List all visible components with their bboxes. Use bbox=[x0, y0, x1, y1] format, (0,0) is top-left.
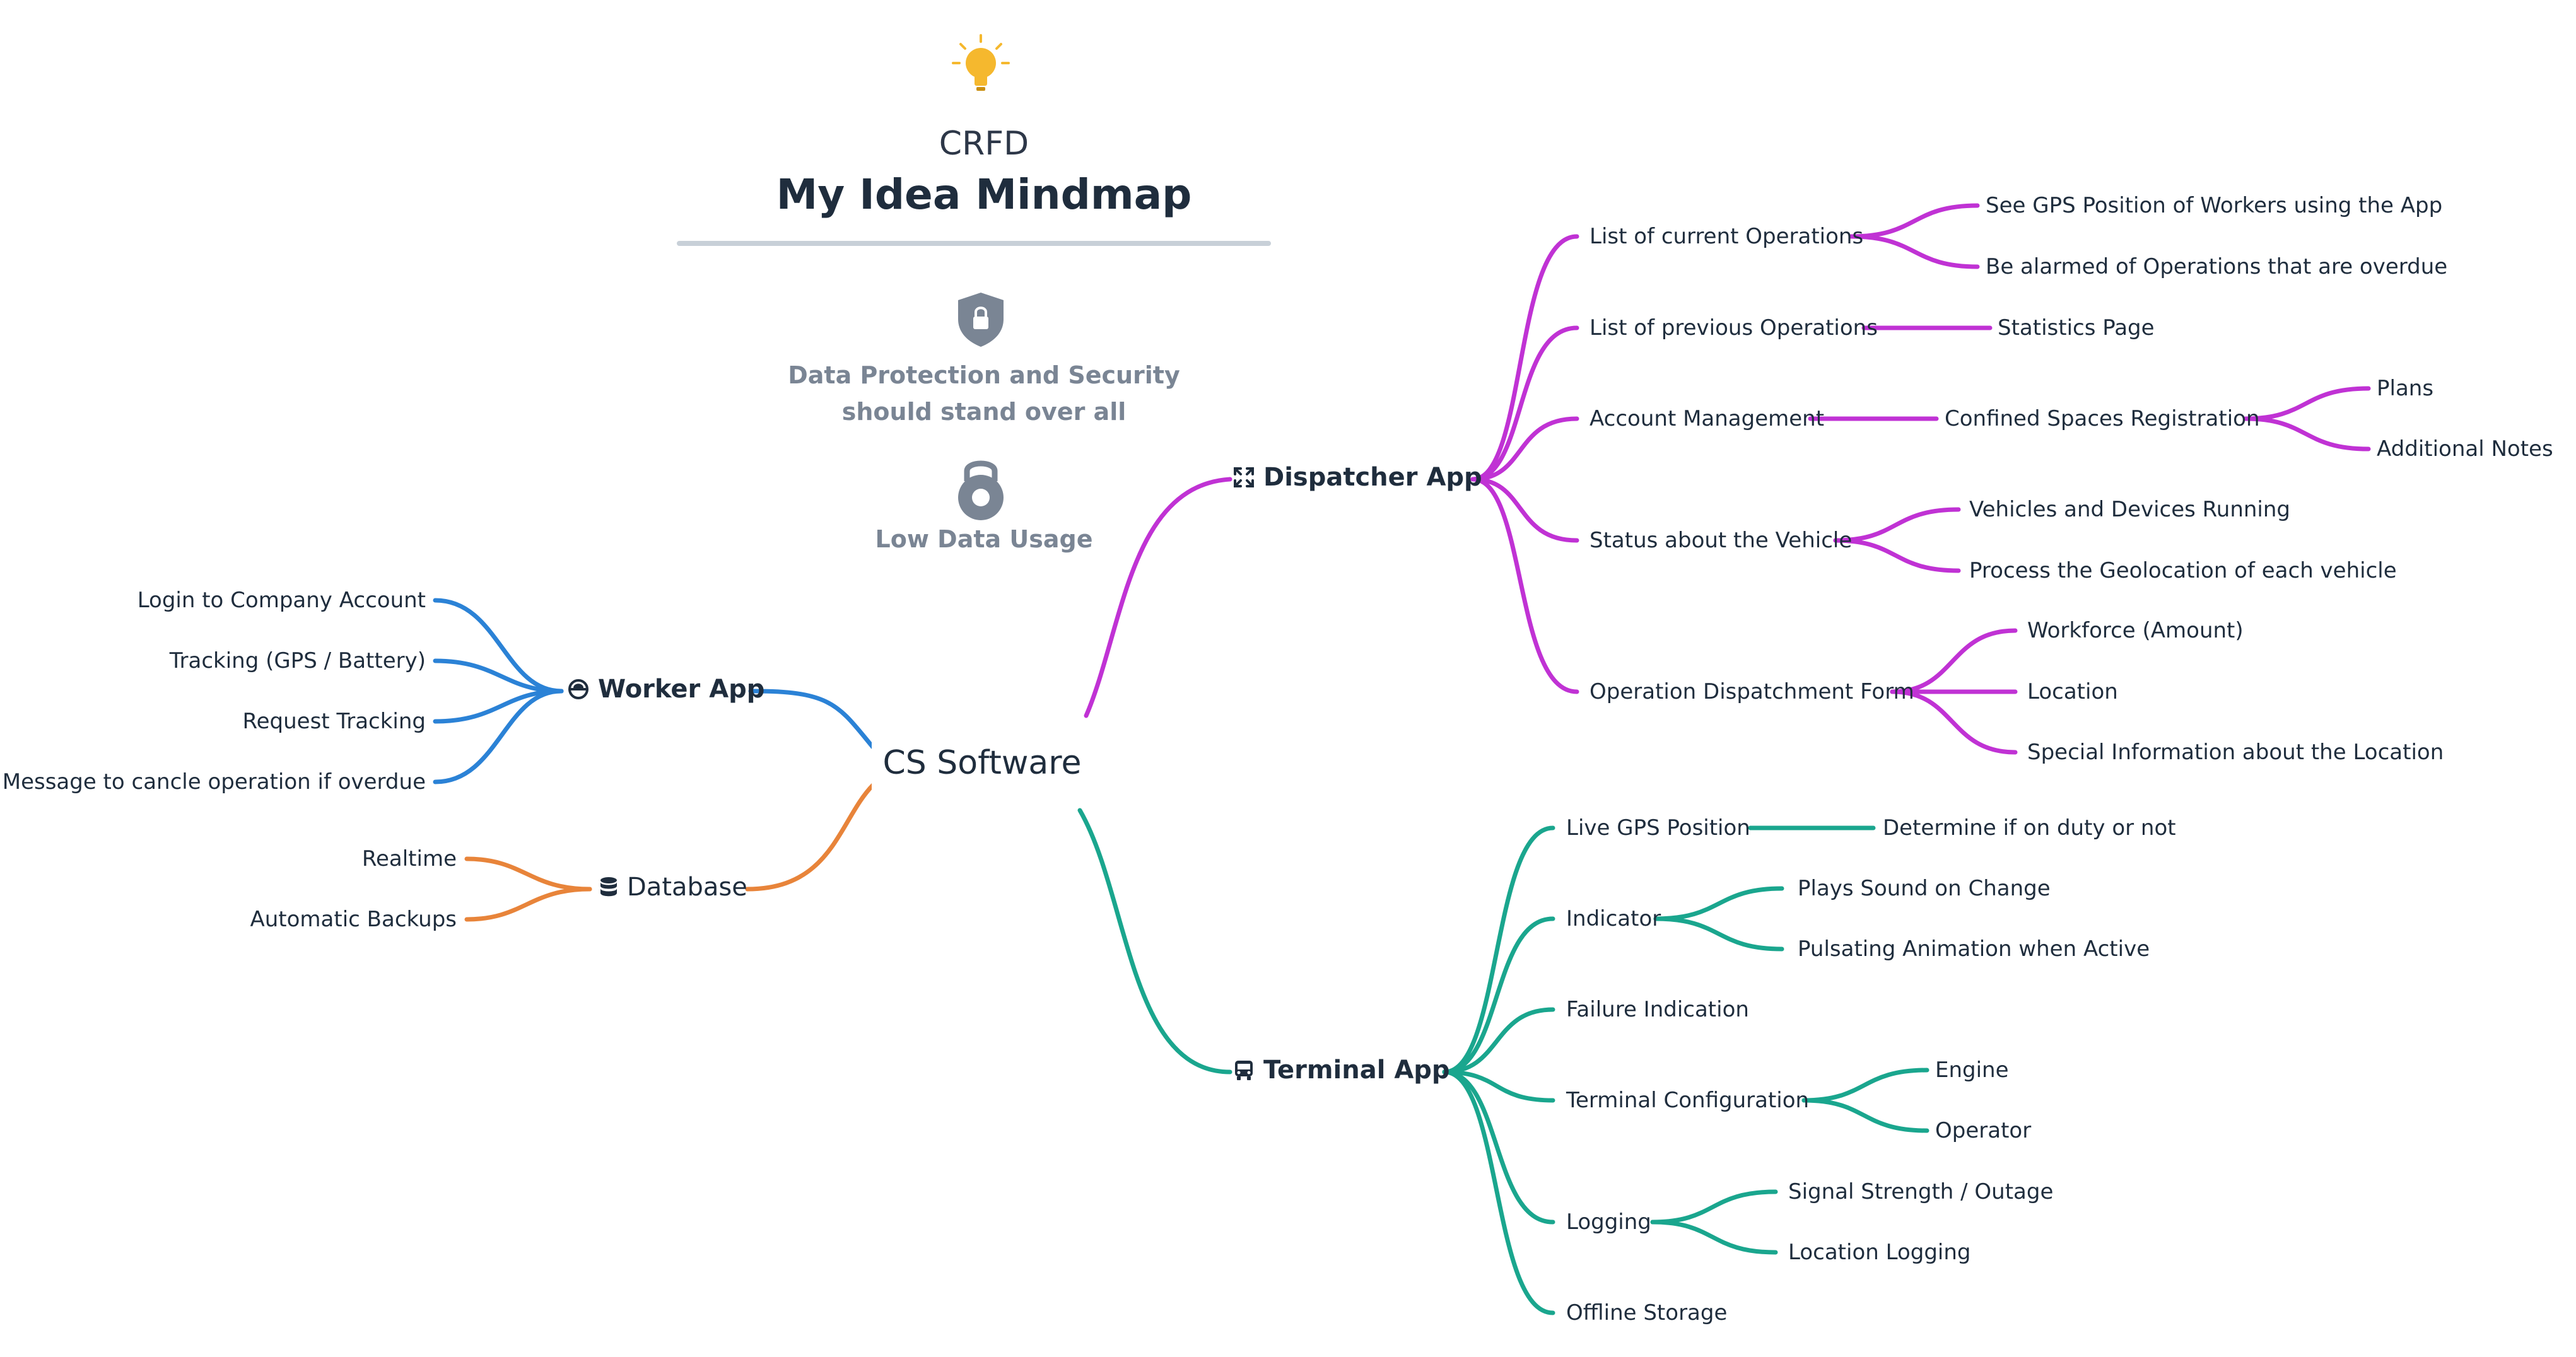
node-cancel-message[interactable]: Message to cancle operation if overdue bbox=[2, 769, 426, 795]
node-realtime[interactable]: Realtime bbox=[361, 846, 457, 871]
node-duty-status[interactable]: Determine if on duty or not bbox=[1883, 815, 2176, 841]
link-form-c bbox=[1890, 689, 2018, 755]
node-request-tracking[interactable]: Request Tracking bbox=[242, 709, 426, 734]
link-worker-3 bbox=[433, 689, 564, 724]
link-confined-b bbox=[2243, 416, 2371, 451]
link-vehicle-b bbox=[1833, 538, 1961, 573]
node-location-logging[interactable]: Location Logging bbox=[1788, 1240, 1971, 1265]
node-indicator[interactable]: Indicator bbox=[1566, 906, 1661, 931]
link-dispatcher-4 bbox=[1470, 477, 1579, 543]
node-alarm-overdue[interactable]: Be alarmed of Operations that are overdu… bbox=[1986, 254, 2448, 279]
link-logging-b bbox=[1650, 1220, 1778, 1255]
node-offline-storage[interactable]: Offline Storage bbox=[1566, 1300, 1728, 1325]
link-logging-a bbox=[1650, 1189, 1778, 1225]
link-ops-current-b bbox=[1849, 234, 1980, 269]
note-data-protection-line1: Data Protection and Security bbox=[788, 361, 1180, 389]
link-worker-4 bbox=[433, 689, 564, 784]
link-db-1 bbox=[464, 856, 592, 892]
central-topic-label: CS Software bbox=[882, 744, 1082, 782]
node-previous-operations[interactable]: List of previous Operations bbox=[1590, 315, 1878, 341]
link-confined-a bbox=[2243, 386, 2371, 421]
note-low-data: Low Data Usage bbox=[875, 525, 1093, 553]
expand-arrows-icon bbox=[1233, 466, 1255, 494]
link-center-terminal bbox=[1077, 808, 1232, 1075]
link-terminal-6 bbox=[1442, 1069, 1555, 1315]
link-form-a bbox=[1890, 628, 2018, 694]
link-indicator-b bbox=[1653, 916, 1784, 952]
branch-worker-app[interactable]: Worker App bbox=[568, 675, 764, 706]
node-automatic-backups[interactable]: Automatic Backups bbox=[250, 907, 457, 932]
header-divider bbox=[677, 241, 1271, 246]
node-vehicles-running[interactable]: Vehicles and Devices Running bbox=[1969, 497, 2291, 522]
node-operator[interactable]: Operator bbox=[1935, 1118, 2032, 1143]
node-vehicle-status[interactable]: Status about the Vehicle bbox=[1590, 528, 1853, 553]
node-terminal-config[interactable]: Terminal Configuration bbox=[1566, 1088, 1810, 1113]
link-terminal-4 bbox=[1442, 1069, 1555, 1103]
link-config-b bbox=[1801, 1098, 1929, 1133]
node-logging[interactable]: Logging bbox=[1566, 1209, 1651, 1235]
branch-database-label: Database bbox=[627, 873, 747, 902]
node-statistics-page[interactable]: Statistics Page bbox=[1998, 315, 2155, 341]
node-login-company[interactable]: Login to Company Account bbox=[137, 588, 426, 613]
link-ops-current-a bbox=[1849, 203, 1980, 239]
node-signal-strength[interactable]: Signal Strength / Outage bbox=[1788, 1179, 2054, 1204]
note-data-protection: Data Protection and Security should stan… bbox=[694, 357, 1274, 430]
kettlebell-icon bbox=[956, 457, 1006, 520]
link-db-2 bbox=[464, 887, 592, 922]
hard-hat-icon bbox=[568, 678, 589, 706]
branch-terminal-label: Terminal App bbox=[1263, 1056, 1450, 1085]
node-location[interactable]: Location bbox=[2027, 679, 2118, 704]
link-center-dispatcher bbox=[1084, 477, 1232, 718]
link-worker-2 bbox=[433, 658, 564, 694]
link-dispatcher-1 bbox=[1470, 234, 1579, 482]
node-confined-spaces[interactable]: Confined Spaces Registration bbox=[1945, 406, 2260, 431]
node-pulsating-animation[interactable]: Pulsating Animation when Active bbox=[1798, 936, 2150, 962]
link-dispatcher-5 bbox=[1470, 477, 1579, 694]
branch-worker-label: Worker App bbox=[598, 675, 765, 704]
header-subtitle: CRFD bbox=[939, 125, 1029, 163]
note-data-protection-line2: should stand over all bbox=[841, 398, 1127, 426]
node-engine[interactable]: Engine bbox=[1935, 1057, 2009, 1083]
node-current-operations[interactable]: List of current Operations bbox=[1590, 224, 1864, 249]
central-topic[interactable]: CS Software bbox=[872, 719, 1092, 807]
branch-dispatcher-label: Dispatcher App bbox=[1263, 463, 1482, 492]
link-terminal-5 bbox=[1442, 1069, 1555, 1225]
node-process-geolocation[interactable]: Process the Geolocation of each vehicle bbox=[1969, 558, 2397, 583]
node-account-management[interactable]: Account Management bbox=[1590, 406, 1825, 431]
node-tracking-gps[interactable]: Tracking (GPS / Battery) bbox=[169, 648, 426, 673]
link-dispatcher-3 bbox=[1470, 416, 1579, 482]
shield-lock-icon bbox=[956, 291, 1006, 348]
link-center-database bbox=[745, 783, 875, 892]
node-additional-notes[interactable]: Additional Notes bbox=[2377, 436, 2553, 462]
branch-dispatcher-app[interactable]: Dispatcher App bbox=[1233, 463, 1482, 494]
database-icon bbox=[599, 876, 618, 904]
link-terminal-3 bbox=[1442, 1007, 1555, 1075]
branch-database[interactable]: Database bbox=[599, 873, 747, 904]
node-workforce[interactable]: Workforce (Amount) bbox=[2027, 618, 2244, 643]
branch-terminal-app[interactable]: Terminal App bbox=[1233, 1056, 1450, 1086]
node-failure-indication[interactable]: Failure Indication bbox=[1566, 997, 1749, 1022]
page-title: My Idea Mindmap bbox=[776, 170, 1192, 219]
node-see-gps-workers[interactable]: See GPS Position of Workers using the Ap… bbox=[1986, 193, 2443, 218]
link-config-a bbox=[1801, 1068, 1929, 1103]
node-plays-sound[interactable]: Plays Sound on Change bbox=[1798, 876, 2051, 901]
link-terminal-2 bbox=[1442, 916, 1555, 1075]
bus-icon bbox=[1233, 1059, 1255, 1086]
node-plans[interactable]: Plans bbox=[2377, 376, 2434, 401]
link-vehicle-a bbox=[1833, 507, 1961, 543]
link-center-worker bbox=[748, 689, 875, 750]
node-live-gps[interactable]: Live GPS Position bbox=[1566, 815, 1750, 841]
link-terminal-1 bbox=[1442, 825, 1555, 1075]
link-indicator-a bbox=[1653, 886, 1784, 921]
lightbulb-icon bbox=[949, 32, 1012, 95]
link-worker-1 bbox=[433, 598, 564, 694]
link-dispatcher-2 bbox=[1470, 325, 1579, 482]
node-dispatchment-form[interactable]: Operation Dispatchment Form bbox=[1590, 679, 1914, 704]
node-special-info[interactable]: Special Information about the Location bbox=[2027, 740, 2444, 765]
